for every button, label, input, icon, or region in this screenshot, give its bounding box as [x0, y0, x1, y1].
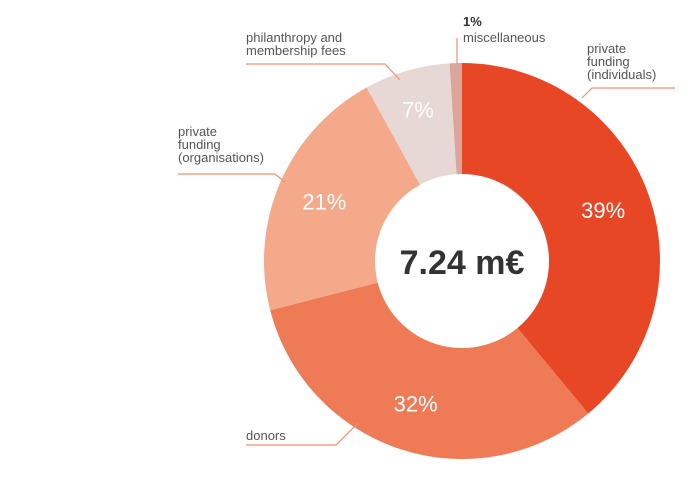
- category-label-miscellaneous: 1% miscellaneous: [463, 14, 546, 45]
- leader-line-private-individuals: [581, 87, 675, 99]
- category-label-private-organisations: private funding (organisations): [178, 124, 264, 165]
- category-labels: private funding (individuals) donors private…: [178, 14, 656, 443]
- leader-line-private-organisations: [178, 173, 286, 183]
- misc-percent-label: 1%: [463, 14, 482, 29]
- leader-line-philanthropy: [246, 63, 401, 81]
- percent-label-donors: 32%: [394, 392, 438, 417]
- slice-private-organisations: [263, 87, 421, 311]
- category-label-private-individuals: private funding (individuals): [587, 41, 656, 82]
- slice-private-individuals: [462, 63, 660, 414]
- leader-line-donors: [246, 422, 359, 446]
- leader-lines: [178, 38, 675, 446]
- percent-label-private-individuals: 39%: [581, 198, 625, 223]
- slice-percent-labels: 39% 32% 21% 7%: [302, 97, 625, 416]
- percent-label-private-organisations: 21%: [302, 189, 346, 214]
- category-label-donors: donors: [246, 428, 286, 443]
- category-label-philanthropy: philanthropy and membership fees: [246, 30, 346, 58]
- center-total-label: 7.24 m€: [400, 244, 525, 282]
- slice-miscellaneous: [449, 63, 462, 175]
- slice-philanthropy: [366, 63, 457, 185]
- donut-slices: [263, 63, 660, 460]
- percent-label-philanthropy: 7%: [402, 97, 434, 122]
- slice-donors: [270, 282, 589, 460]
